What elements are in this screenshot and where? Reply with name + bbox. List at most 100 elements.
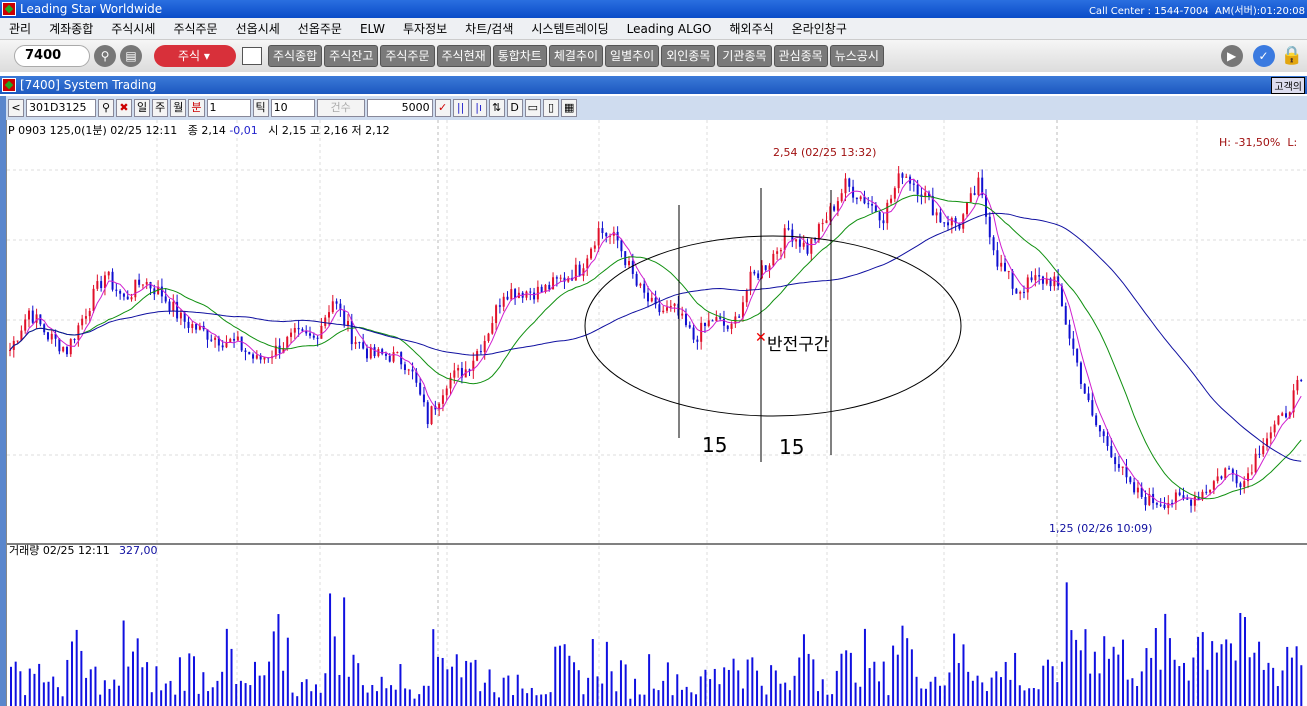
volume-bar: [1150, 657, 1153, 706]
menu-item[interactable]: 시스템트레이딩: [531, 22, 609, 36]
candle: [350, 320, 353, 345]
period-week[interactable]: 주: [152, 99, 169, 117]
symbol-select[interactable]: 301D3125: [26, 99, 96, 117]
low-label: 1,25 (02/26 10:09): [1049, 522, 1152, 535]
candle: [1015, 288, 1018, 294]
candle: [31, 310, 34, 323]
candle: [103, 275, 106, 289]
menu-item[interactable]: 관리: [9, 22, 32, 36]
menu-item[interactable]: 투자정보: [402, 22, 448, 36]
toolbar-button[interactable]: 뉴스공시: [829, 45, 884, 67]
customer-button[interactable]: 고객의: [1271, 76, 1305, 94]
candle: [836, 201, 839, 211]
candle: [1057, 276, 1060, 287]
candle: [1258, 453, 1261, 455]
menu-item[interactable]: 온라인창구: [791, 22, 847, 36]
candle: [1060, 286, 1063, 307]
candle: [491, 323, 494, 334]
count-select[interactable]: 건수: [316, 99, 365, 117]
tick-select[interactable]: 10: [270, 99, 315, 117]
menu-item[interactable]: 차트/검색: [465, 22, 514, 36]
toolbar-button[interactable]: 주식주문: [380, 45, 435, 67]
updown-icon[interactable]: ⇅: [488, 99, 505, 117]
volume-bar: [38, 663, 41, 706]
candle: [141, 284, 144, 286]
menu-item[interactable]: 주식시세: [111, 22, 156, 36]
candle: [1098, 425, 1101, 432]
volume-bar: [798, 657, 801, 706]
count-input[interactable]: 5000: [366, 99, 433, 117]
candle: [1171, 502, 1174, 504]
menu-item[interactable]: ELW: [359, 21, 385, 36]
volume-bar: [1267, 662, 1270, 706]
toolbar-button[interactable]: 주식현재: [436, 45, 491, 67]
candle: [240, 336, 243, 351]
price-chart[interactable]: 반전구간 15 15 2,54 (02/25 13:32) H: -31,50% L: 1…: [6, 120, 1307, 706]
candle: [1125, 466, 1128, 478]
bar-icon[interactable]: |ı: [470, 99, 487, 117]
toolbar-button[interactable]: 관심종목: [773, 45, 828, 67]
market-dropdown[interactable]: 주식 ▾: [154, 45, 236, 67]
screen-code-input[interactable]: 7400: [14, 45, 90, 67]
candle: [905, 176, 908, 178]
menu-item[interactable]: 주식주문: [173, 22, 218, 36]
period-minute[interactable]: 분: [188, 99, 205, 117]
candle-icon[interactable]: ||: [452, 99, 469, 117]
new-window-icon[interactable]: [242, 47, 262, 65]
volume-bar: [127, 666, 130, 706]
grid-icon[interactable]: ▦: [561, 99, 578, 117]
candle: [981, 177, 984, 196]
candle: [179, 312, 182, 319]
search-icon[interactable]: ⚲: [98, 99, 114, 117]
toolbar-button[interactable]: 주식종합: [268, 45, 323, 67]
prev-button[interactable]: <: [8, 99, 24, 117]
menu-item[interactable]: 선옵주문: [297, 22, 342, 36]
lock-icon[interactable]: 🔒: [1280, 45, 1303, 66]
minute-select[interactable]: 1: [206, 99, 251, 117]
indicator-icon[interactable]: ▯: [543, 99, 560, 117]
toolbar-button[interactable]: 통합차트: [492, 45, 547, 67]
period-day[interactable]: 일: [134, 99, 151, 117]
search-icon[interactable]: ⚲: [94, 45, 116, 67]
volume-bar: [188, 653, 191, 706]
key-icon[interactable]: ✓: [1252, 45, 1275, 67]
candle: [115, 289, 118, 291]
play-icon[interactable]: ▶: [1220, 45, 1243, 67]
volume-bar: [366, 692, 369, 706]
volume-bar: [1253, 652, 1256, 706]
menu-item[interactable]: Leading ALGO: [626, 21, 712, 36]
save-icon[interactable]: ▤: [120, 45, 142, 67]
window-titlebar: [7400] System Trading 고객의: [0, 76, 1307, 94]
volume-bar: [985, 691, 988, 706]
candle: [707, 320, 710, 326]
volume-bar: [474, 659, 477, 706]
line-chart-icon[interactable]: ✓: [434, 99, 451, 117]
menu-item[interactable]: 선옵시세: [235, 22, 280, 36]
volume-bar: [788, 690, 791, 706]
toolbar-button[interactable]: 체결추이: [548, 45, 604, 67]
volume-bar: [329, 593, 332, 706]
candle: [396, 352, 399, 354]
marker-icon[interactable]: ✖: [116, 99, 132, 117]
toolbar-button[interactable]: 주식잔고: [324, 45, 379, 67]
candle: [369, 347, 372, 359]
candle: [654, 297, 657, 305]
toolbar-button[interactable]: 기관종목: [717, 45, 772, 67]
candle: [893, 188, 896, 199]
candle: [1273, 424, 1276, 433]
candle: [950, 218, 953, 226]
toolbar-button[interactable]: 외인종목: [661, 45, 716, 67]
toolbar-button[interactable]: 일별추이: [605, 45, 660, 67]
period-month[interactable]: 월: [170, 99, 187, 117]
volume-bar: [399, 664, 402, 706]
document-icon[interactable]: D: [506, 99, 523, 117]
candle: [502, 296, 505, 307]
volume-bar: [676, 674, 679, 706]
menu-item[interactable]: 해외주식: [729, 22, 774, 36]
menu-item[interactable]: 계좌종합: [49, 22, 94, 36]
candle: [1163, 504, 1166, 508]
volume-bar: [1004, 661, 1007, 706]
print-icon[interactable]: ▭: [524, 99, 542, 117]
tick-button[interactable]: 틱: [252, 99, 269, 117]
volume-bar: [319, 692, 322, 706]
